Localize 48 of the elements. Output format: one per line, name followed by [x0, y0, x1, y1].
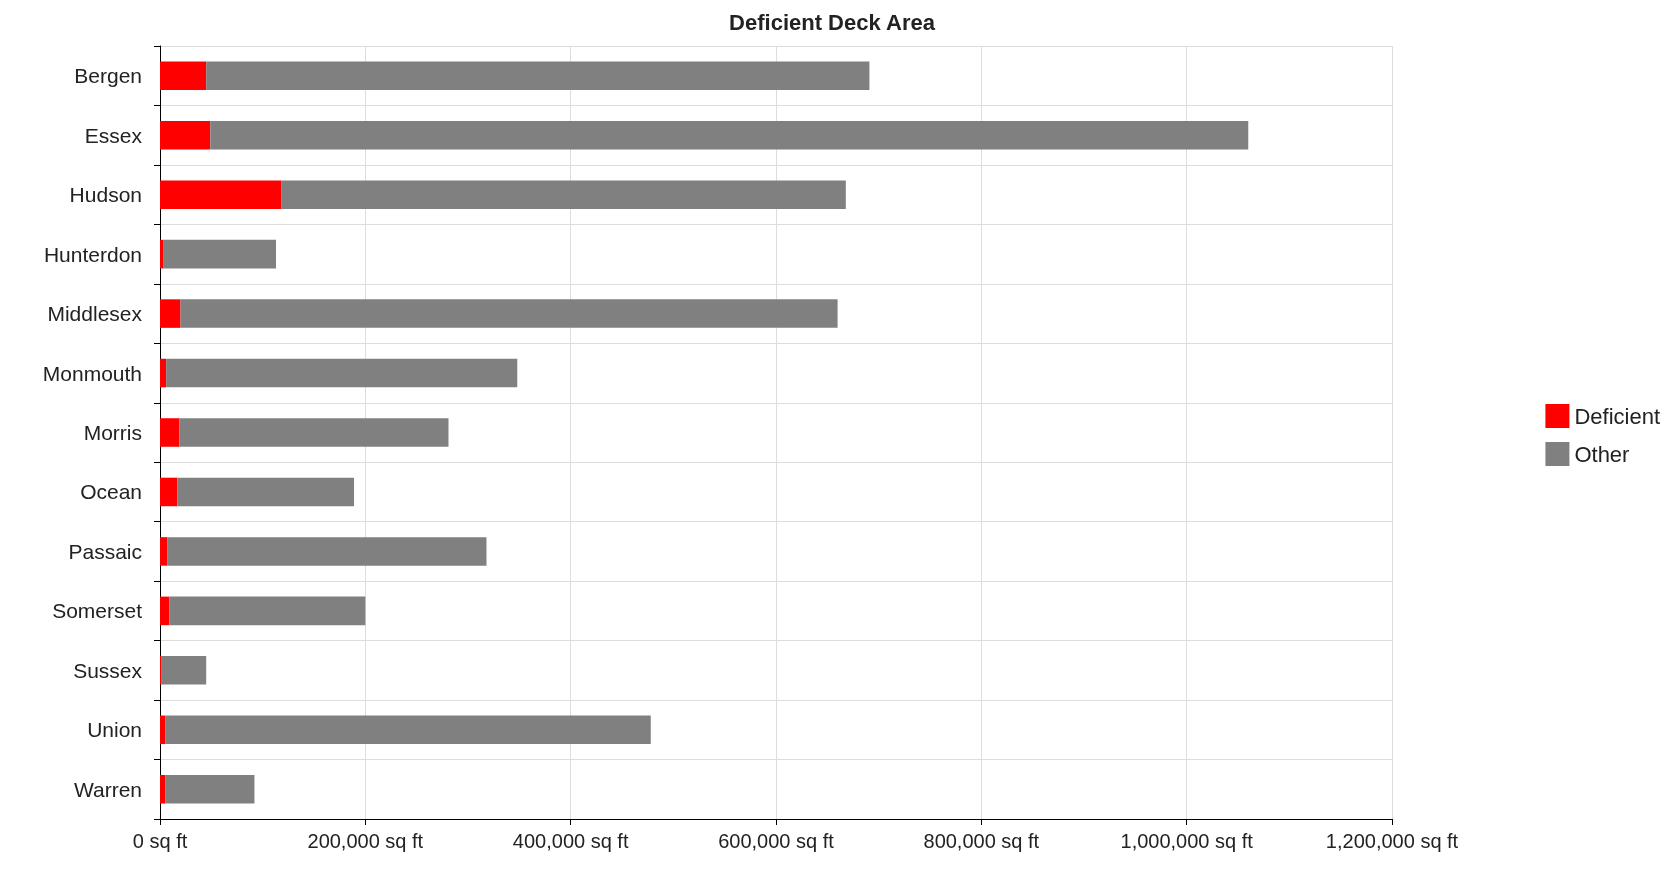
y-tick-label: Passaic: [68, 539, 142, 563]
legend-label: Other: [1574, 441, 1630, 467]
bar: [160, 299, 181, 328]
bar: [160, 715, 166, 745]
bar: [179, 418, 449, 447]
x-tick-label: 0 sq ft: [132, 830, 188, 852]
x-tick-label: 1,000,000 sq ft: [1120, 830, 1254, 852]
bar: [160, 358, 167, 388]
x-tick-label: 800,000 sq ft: [923, 830, 1040, 852]
bar: [161, 656, 207, 685]
bar: [160, 180, 282, 209]
bar: [160, 61, 207, 90]
legend-label: Deficient: [1574, 403, 1660, 429]
bar: [180, 299, 838, 328]
bar: [160, 775, 166, 804]
bar: [160, 477, 178, 507]
y-tick-label: Bergen: [74, 64, 142, 88]
bar: [160, 418, 180, 447]
bar: [210, 120, 1249, 150]
bar: [160, 596, 170, 626]
bar: [160, 239, 164, 269]
y-tick-label: Middlesex: [47, 302, 143, 326]
x-tick-label: 200,000 sq ft: [307, 830, 424, 852]
y-tick-label: Ocean: [80, 480, 142, 504]
y-tick-label: Monmouth: [42, 361, 142, 385]
y-tick-label: Essex: [84, 123, 143, 147]
y-tick-label: Morris: [83, 421, 142, 444]
bar: [177, 477, 355, 507]
y-tick-label: Sussex: [73, 658, 143, 682]
y-tick-label: Somerset: [52, 599, 143, 623]
bar: [166, 358, 518, 388]
bar: [281, 180, 846, 209]
bar: [169, 596, 366, 626]
y-tick-label: Hunterdon: [43, 242, 142, 266]
x-tick-label: 600,000 sq ft: [718, 830, 835, 852]
bar: [160, 537, 168, 566]
x-tick-label: 400,000 sq ft: [512, 830, 629, 852]
bar: [160, 120, 211, 150]
bar: [206, 61, 870, 90]
bar: [163, 239, 277, 269]
bar: [167, 537, 487, 566]
chart-title: Deficient Deck Area: [729, 9, 936, 35]
bar: [165, 775, 255, 804]
bar: [165, 715, 651, 745]
y-tick-label: Union: [87, 718, 142, 742]
y-tick-label: Hudson: [69, 183, 142, 207]
x-tick-label: 1,200,000 sq ft: [1325, 830, 1459, 852]
y-tick-label: Warren: [73, 777, 142, 801]
